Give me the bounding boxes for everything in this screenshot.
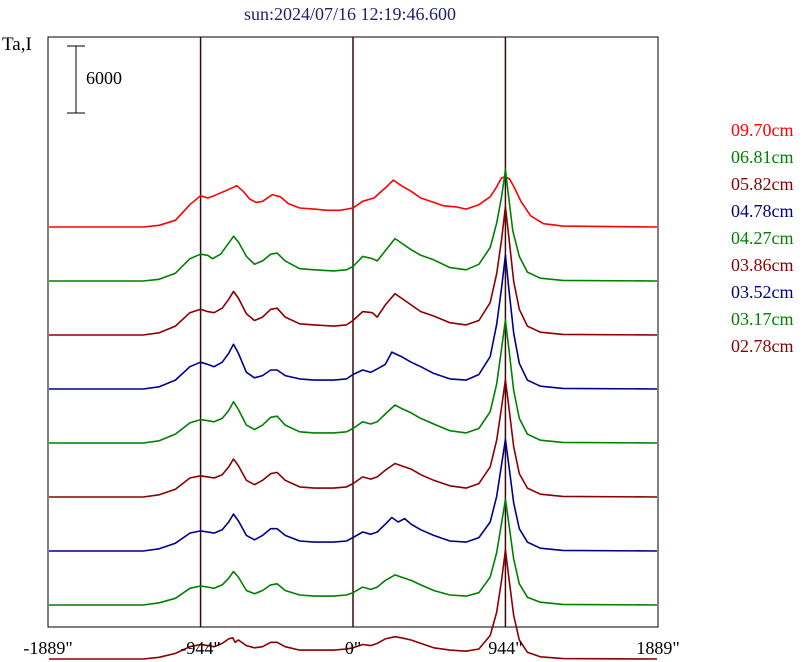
scale-bar: [67, 45, 85, 114]
x-tick-label: 1889": [636, 638, 680, 658]
scale-bar-label: 6000: [86, 68, 122, 88]
x-tick-label: -1889": [23, 638, 73, 658]
y-axis-label: Ta,I: [2, 34, 32, 55]
legend-entry: 09.70cm: [731, 120, 794, 140]
series-line-04.78cm: [49, 254, 658, 390]
legend-entry: 06.81cm: [731, 147, 794, 167]
legend-entry: 02.78cm: [731, 336, 794, 356]
legend: 09.70cm 06.81cm 05.82cm 04.78cm 04.27cm 03.86…: [731, 119, 794, 362]
vertical-markers: [199, 37, 507, 627]
x-tick-label: 0": [344, 638, 362, 658]
x-tick-label: -944": [180, 638, 221, 658]
x-tick-label: 944": [488, 638, 523, 658]
series-line-06.81cm: [49, 168, 658, 282]
legend-entry: 04.78cm: [731, 201, 794, 221]
legend-entry: 04.27cm: [731, 228, 794, 248]
series-line-02.78cm: [49, 548, 658, 660]
chart-title: sun:2024/07/16 12:19:46.600: [243, 4, 456, 24]
legend-entry: 05.82cm: [731, 174, 794, 194]
legend-entry: 03.86cm: [731, 255, 794, 275]
legend-entry: 03.52cm: [731, 282, 794, 302]
series-line-03.17cm: [49, 498, 658, 606]
series-line-05.82cm: [49, 205, 658, 336]
series-line-03.52cm: [49, 438, 658, 552]
series-line-03.86cm: [49, 379, 658, 498]
series-line-04.27cm: [49, 319, 658, 444]
legend-entry: 03.17cm: [731, 309, 794, 329]
series-group: [49, 168, 658, 660]
